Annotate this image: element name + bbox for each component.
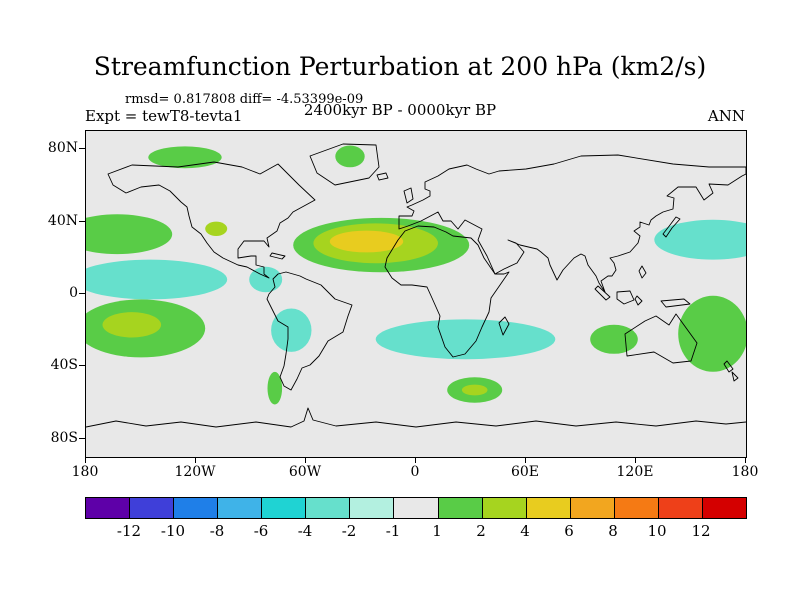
coast-south-america bbox=[266, 271, 353, 391]
lat-tick bbox=[79, 437, 85, 439]
coast-sulawesi bbox=[634, 295, 643, 306]
anomaly-blob bbox=[590, 324, 638, 354]
coast-madagascar bbox=[498, 316, 510, 336]
lon-tick bbox=[195, 457, 196, 463]
colorbar-segment bbox=[261, 498, 306, 518]
coast-philippines bbox=[638, 265, 647, 279]
coast-new-guinea bbox=[660, 298, 691, 308]
anomaly-blob bbox=[86, 259, 228, 300]
colorbar-segment bbox=[129, 498, 174, 518]
anomaly-blob bbox=[375, 319, 556, 360]
colorbar-tick-label: -1 bbox=[385, 522, 401, 540]
colorbar-segment bbox=[525, 498, 570, 518]
anomaly-blob bbox=[267, 371, 283, 405]
colorbar-tick-label: -12 bbox=[116, 522, 142, 540]
lon-tick bbox=[85, 457, 86, 463]
colorbar-tick-label: 2 bbox=[476, 522, 486, 540]
coast-eurasia bbox=[398, 154, 746, 293]
map-panel bbox=[85, 130, 747, 458]
lon-tick bbox=[525, 457, 526, 463]
stats-line: rmsd= 0.817808 diff= -4.53399e-09 bbox=[125, 92, 364, 107]
figure-title: Streamfunction Perturbation at 200 hPa (… bbox=[93, 52, 707, 81]
colorbar-segment bbox=[481, 498, 526, 518]
colorbar-tick-label: 8 bbox=[608, 522, 618, 540]
coast-iceland bbox=[376, 172, 389, 181]
colorbar-segment bbox=[437, 498, 482, 518]
coast-africa bbox=[384, 225, 510, 358]
coastlines bbox=[86, 143, 746, 428]
colorbar-tick-label: -8 bbox=[209, 522, 225, 540]
colorbar-segment bbox=[393, 498, 438, 518]
lon-tick bbox=[635, 457, 636, 463]
anomaly-blob bbox=[249, 266, 283, 293]
lon-tick-label: 60W bbox=[288, 464, 322, 480]
lat-tick bbox=[79, 293, 85, 294]
colorbar-segment bbox=[217, 498, 262, 518]
colorbar-segment bbox=[657, 498, 702, 518]
colorbar-tick-label: 12 bbox=[691, 522, 711, 540]
coast-antarctica bbox=[86, 407, 746, 428]
coast-sumatra bbox=[594, 285, 611, 301]
coast-britain bbox=[403, 187, 414, 204]
lon-tick-label: 120W bbox=[174, 464, 216, 480]
coast-japan bbox=[662, 216, 681, 238]
colorbar-tick-label: 4 bbox=[520, 522, 530, 540]
anomaly-blob bbox=[102, 312, 162, 338]
lon-tick-label: 180 bbox=[71, 464, 99, 480]
colorbar-segment bbox=[305, 498, 350, 518]
coast-cuba bbox=[269, 252, 286, 260]
colorbar-tick-label: -10 bbox=[160, 522, 186, 540]
colorbar-tick-label: 1 bbox=[432, 522, 442, 540]
colorbar-tick-label: -4 bbox=[297, 522, 313, 540]
anomaly-blob bbox=[148, 146, 222, 169]
colorbar-segment bbox=[613, 498, 658, 518]
anomaly-blob bbox=[678, 295, 746, 372]
lat-tick-label: 80N bbox=[47, 140, 78, 157]
lat-tick bbox=[79, 220, 85, 222]
anomaly-blob bbox=[461, 384, 488, 396]
lat-tick-label: 40S bbox=[50, 357, 78, 374]
colorbar-segment bbox=[701, 498, 746, 518]
coast-australia bbox=[624, 313, 698, 364]
colorbar-segment bbox=[349, 498, 394, 518]
lat-tick-label: 80S bbox=[50, 429, 78, 446]
colorbar-tick-label: 10 bbox=[647, 522, 667, 540]
colorbar-tick-label: -2 bbox=[341, 522, 357, 540]
period-line: 2400kyr BP - 0000kyr BP bbox=[303, 101, 497, 119]
colorbar-tick-label: -6 bbox=[253, 522, 269, 540]
anomaly-blob bbox=[654, 219, 746, 260]
colorbar-segment bbox=[173, 498, 218, 518]
anomaly-blob bbox=[335, 145, 365, 168]
colorbar-segment bbox=[86, 498, 130, 518]
lat-tick bbox=[79, 365, 85, 367]
anomaly-blob bbox=[271, 308, 312, 352]
lon-tick-label: 0 bbox=[410, 464, 420, 480]
lon-tick-label: 60E bbox=[510, 464, 540, 480]
lat-tick-label: 40N bbox=[47, 212, 78, 229]
lon-tick bbox=[305, 457, 306, 463]
lat-tick bbox=[79, 148, 85, 150]
experiment-label: Expt = tewT8-tevta1 bbox=[85, 107, 243, 125]
lon-tick bbox=[415, 457, 416, 463]
colorbar bbox=[85, 497, 747, 519]
coast-borneo bbox=[616, 290, 635, 305]
season-label: ANN bbox=[707, 107, 745, 125]
anomaly-blob bbox=[329, 230, 404, 253]
coast-new-zealand bbox=[723, 360, 739, 382]
lon-tick-label: 120E bbox=[616, 464, 654, 480]
coast-north-america bbox=[107, 161, 316, 279]
lon-tick-label: 180 bbox=[731, 464, 759, 480]
world-map bbox=[86, 131, 746, 457]
lon-tick bbox=[745, 457, 746, 463]
colorbar-tick-label: 6 bbox=[564, 522, 574, 540]
colorbar-segment bbox=[569, 498, 614, 518]
anomaly-contours bbox=[86, 145, 746, 405]
anomaly-blob bbox=[205, 221, 228, 236]
coast-greenland bbox=[309, 143, 380, 186]
anomaly-blob bbox=[86, 214, 173, 255]
lat-tick-label: 0 bbox=[69, 285, 78, 301]
